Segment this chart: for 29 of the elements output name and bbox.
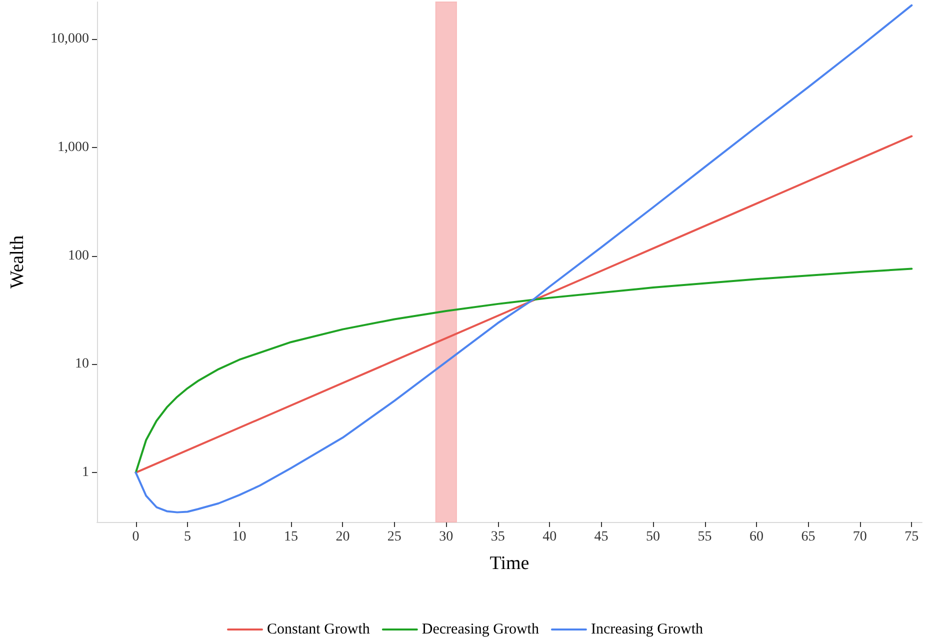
x-tick-label: 20 [336,530,350,544]
x-tick-label: 55 [698,530,712,544]
x-tick-label: 65 [801,530,816,544]
x-axis-title: Time [490,553,530,574]
x-tick-label: 35 [490,530,505,544]
y-axis-title: Wealth [7,234,28,289]
x-tick-label: 70 [852,530,867,544]
line-series [134,135,913,474]
x-tick-label: 50 [646,530,660,544]
line-series [134,4,913,514]
y-tick-label: 100 [68,248,89,264]
legend-label: Increasing Growth [590,622,704,638]
y-tick-label: 10 [75,356,89,372]
y-tick-label: 10,000 [50,32,89,47]
y-tick-label: 1 [82,465,89,480]
x-tick-label: 30 [439,530,454,544]
x-tick-label: 60 [749,530,764,544]
x-tick-label: 40 [542,530,557,544]
x-tick-label: 25 [387,530,402,544]
legend-label: Constant Growth [267,622,370,638]
x-tick-label: 5 [184,530,192,544]
x-tick-label: 75 [904,530,919,544]
legend-label: Decreasing Growth [422,622,540,638]
x-tick-label: 10 [232,530,246,544]
x-tick-label: 0 [132,530,140,544]
y-tick-label: 1,000 [58,140,89,155]
x-tick-label: 45 [594,530,608,544]
line-series [134,268,913,474]
x-tick-label: 15 [284,530,298,544]
